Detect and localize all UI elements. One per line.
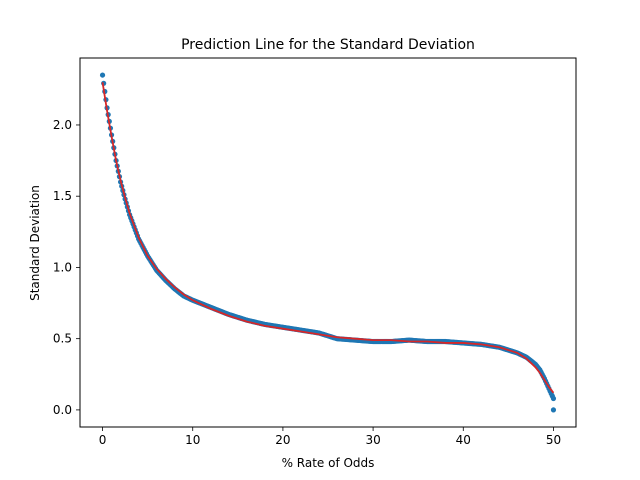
prediction-line	[101, 82, 555, 394]
x-tick-label: 20	[275, 433, 290, 447]
chart-title: Prediction Line for the Standard Deviati…	[181, 37, 475, 53]
x-tick-label: 30	[365, 433, 380, 447]
x-tick-label: 40	[456, 433, 471, 447]
x-tick-label: 10	[185, 433, 200, 447]
y-tick-label: 1.5	[53, 189, 72, 203]
y-tick-label: 0.5	[53, 332, 72, 346]
scatter-point	[550, 395, 557, 402]
x-axis-title: % Rate of Odds	[282, 456, 375, 470]
scatter-point	[99, 72, 106, 78]
x-tick-label: 0	[99, 433, 107, 447]
x-tick-label: 50	[546, 433, 561, 447]
scatter-point	[550, 407, 557, 413]
plot-frame	[79, 57, 577, 428]
y-tick-label: 2.0	[53, 118, 72, 132]
y-tick-label: 1.0	[53, 260, 72, 274]
x-axis: 0 10 20 30 40 50	[99, 427, 561, 447]
y-axis-title: Standard Deviation	[28, 185, 42, 301]
plot-layer	[99, 72, 557, 413]
y-axis: 0.0 0.5 1.0 1.5 2.0	[53, 118, 80, 417]
y-tick-label: 0.0	[53, 403, 72, 417]
